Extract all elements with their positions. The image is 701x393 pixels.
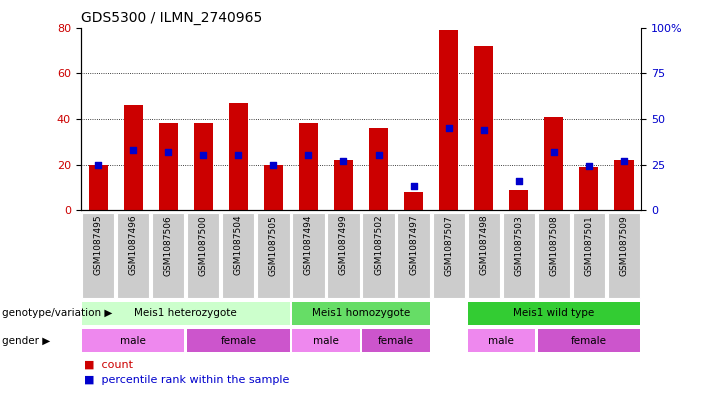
Text: female: female	[378, 336, 414, 346]
Text: GSM1087497: GSM1087497	[409, 215, 418, 275]
Bar	[509, 190, 529, 210]
Bar	[468, 302, 640, 325]
Text: Meis1 homozygote: Meis1 homozygote	[312, 309, 410, 318]
Text: GSM1087500: GSM1087500	[199, 215, 207, 275]
Text: GSM1087501: GSM1087501	[585, 215, 593, 275]
Bar	[404, 192, 423, 210]
Point	[338, 158, 349, 164]
Bar	[187, 329, 290, 353]
Point	[233, 152, 244, 159]
Text: female: female	[571, 336, 607, 346]
Bar	[187, 213, 219, 298]
Text: GSM1087503: GSM1087503	[515, 215, 523, 275]
Bar	[474, 46, 494, 210]
Text: GSM1087499: GSM1087499	[339, 215, 348, 275]
Point	[548, 149, 559, 155]
Point	[93, 162, 104, 168]
Text: male: male	[489, 336, 514, 346]
Text: female: female	[220, 336, 257, 346]
Bar	[468, 329, 535, 353]
Text: GSM1087496: GSM1087496	[129, 215, 137, 275]
Bar	[327, 213, 360, 298]
Bar	[538, 213, 570, 298]
Bar	[123, 105, 143, 210]
Point	[268, 162, 279, 168]
Text: GSM1087498: GSM1087498	[479, 215, 488, 275]
Text: genotype/variation ▶: genotype/variation ▶	[2, 309, 112, 318]
Bar	[264, 165, 283, 210]
Point	[198, 152, 209, 159]
Bar	[433, 213, 465, 298]
Bar	[222, 213, 254, 298]
Bar	[362, 329, 430, 353]
Point	[583, 163, 594, 169]
Text: GSM1087494: GSM1087494	[304, 215, 313, 275]
Bar	[573, 213, 605, 298]
Text: male: male	[313, 336, 339, 346]
Bar	[369, 128, 388, 210]
Text: ■  percentile rank within the sample: ■ percentile rank within the sample	[84, 375, 290, 386]
Point	[128, 147, 139, 153]
Bar	[152, 213, 184, 298]
Point	[618, 158, 629, 164]
Point	[513, 178, 524, 184]
Text: GSM1087508: GSM1087508	[550, 215, 558, 275]
Text: GSM1087495: GSM1087495	[94, 215, 102, 275]
Point	[373, 152, 384, 159]
Text: GSM1087502: GSM1087502	[374, 215, 383, 275]
Text: GDS5300 / ILMN_2740965: GDS5300 / ILMN_2740965	[81, 11, 262, 25]
Bar	[88, 165, 108, 210]
Text: male: male	[121, 336, 146, 346]
Bar	[292, 302, 430, 325]
Bar	[614, 160, 634, 210]
Point	[408, 184, 419, 190]
Bar	[579, 167, 599, 210]
Bar	[257, 213, 290, 298]
Text: GSM1087504: GSM1087504	[234, 215, 243, 275]
Text: gender ▶: gender ▶	[2, 336, 50, 346]
Point	[478, 127, 489, 133]
Bar	[503, 213, 535, 298]
Text: Meis1 heterozygote: Meis1 heterozygote	[135, 309, 237, 318]
Bar	[82, 213, 114, 298]
Point	[163, 149, 174, 155]
Bar	[292, 213, 325, 298]
Point	[303, 152, 314, 159]
Bar	[334, 160, 353, 210]
Bar	[362, 213, 395, 298]
Text: GSM1087505: GSM1087505	[269, 215, 278, 275]
Bar	[82, 329, 184, 353]
Text: Meis1 wild type: Meis1 wild type	[513, 309, 594, 318]
Bar	[292, 329, 360, 353]
Text: GSM1087507: GSM1087507	[444, 215, 453, 275]
Text: GSM1087506: GSM1087506	[164, 215, 172, 275]
Bar	[538, 329, 640, 353]
Bar	[544, 117, 564, 210]
Bar	[439, 30, 458, 210]
Text: ■  count: ■ count	[84, 360, 133, 370]
Bar	[608, 213, 640, 298]
Bar	[229, 103, 248, 210]
Point	[443, 125, 454, 131]
Bar	[117, 213, 149, 298]
Bar	[299, 123, 318, 210]
Bar	[193, 123, 213, 210]
Bar	[397, 213, 430, 298]
Bar	[468, 213, 500, 298]
Text: GSM1087509: GSM1087509	[620, 215, 628, 275]
Bar	[82, 302, 290, 325]
Bar	[158, 123, 178, 210]
